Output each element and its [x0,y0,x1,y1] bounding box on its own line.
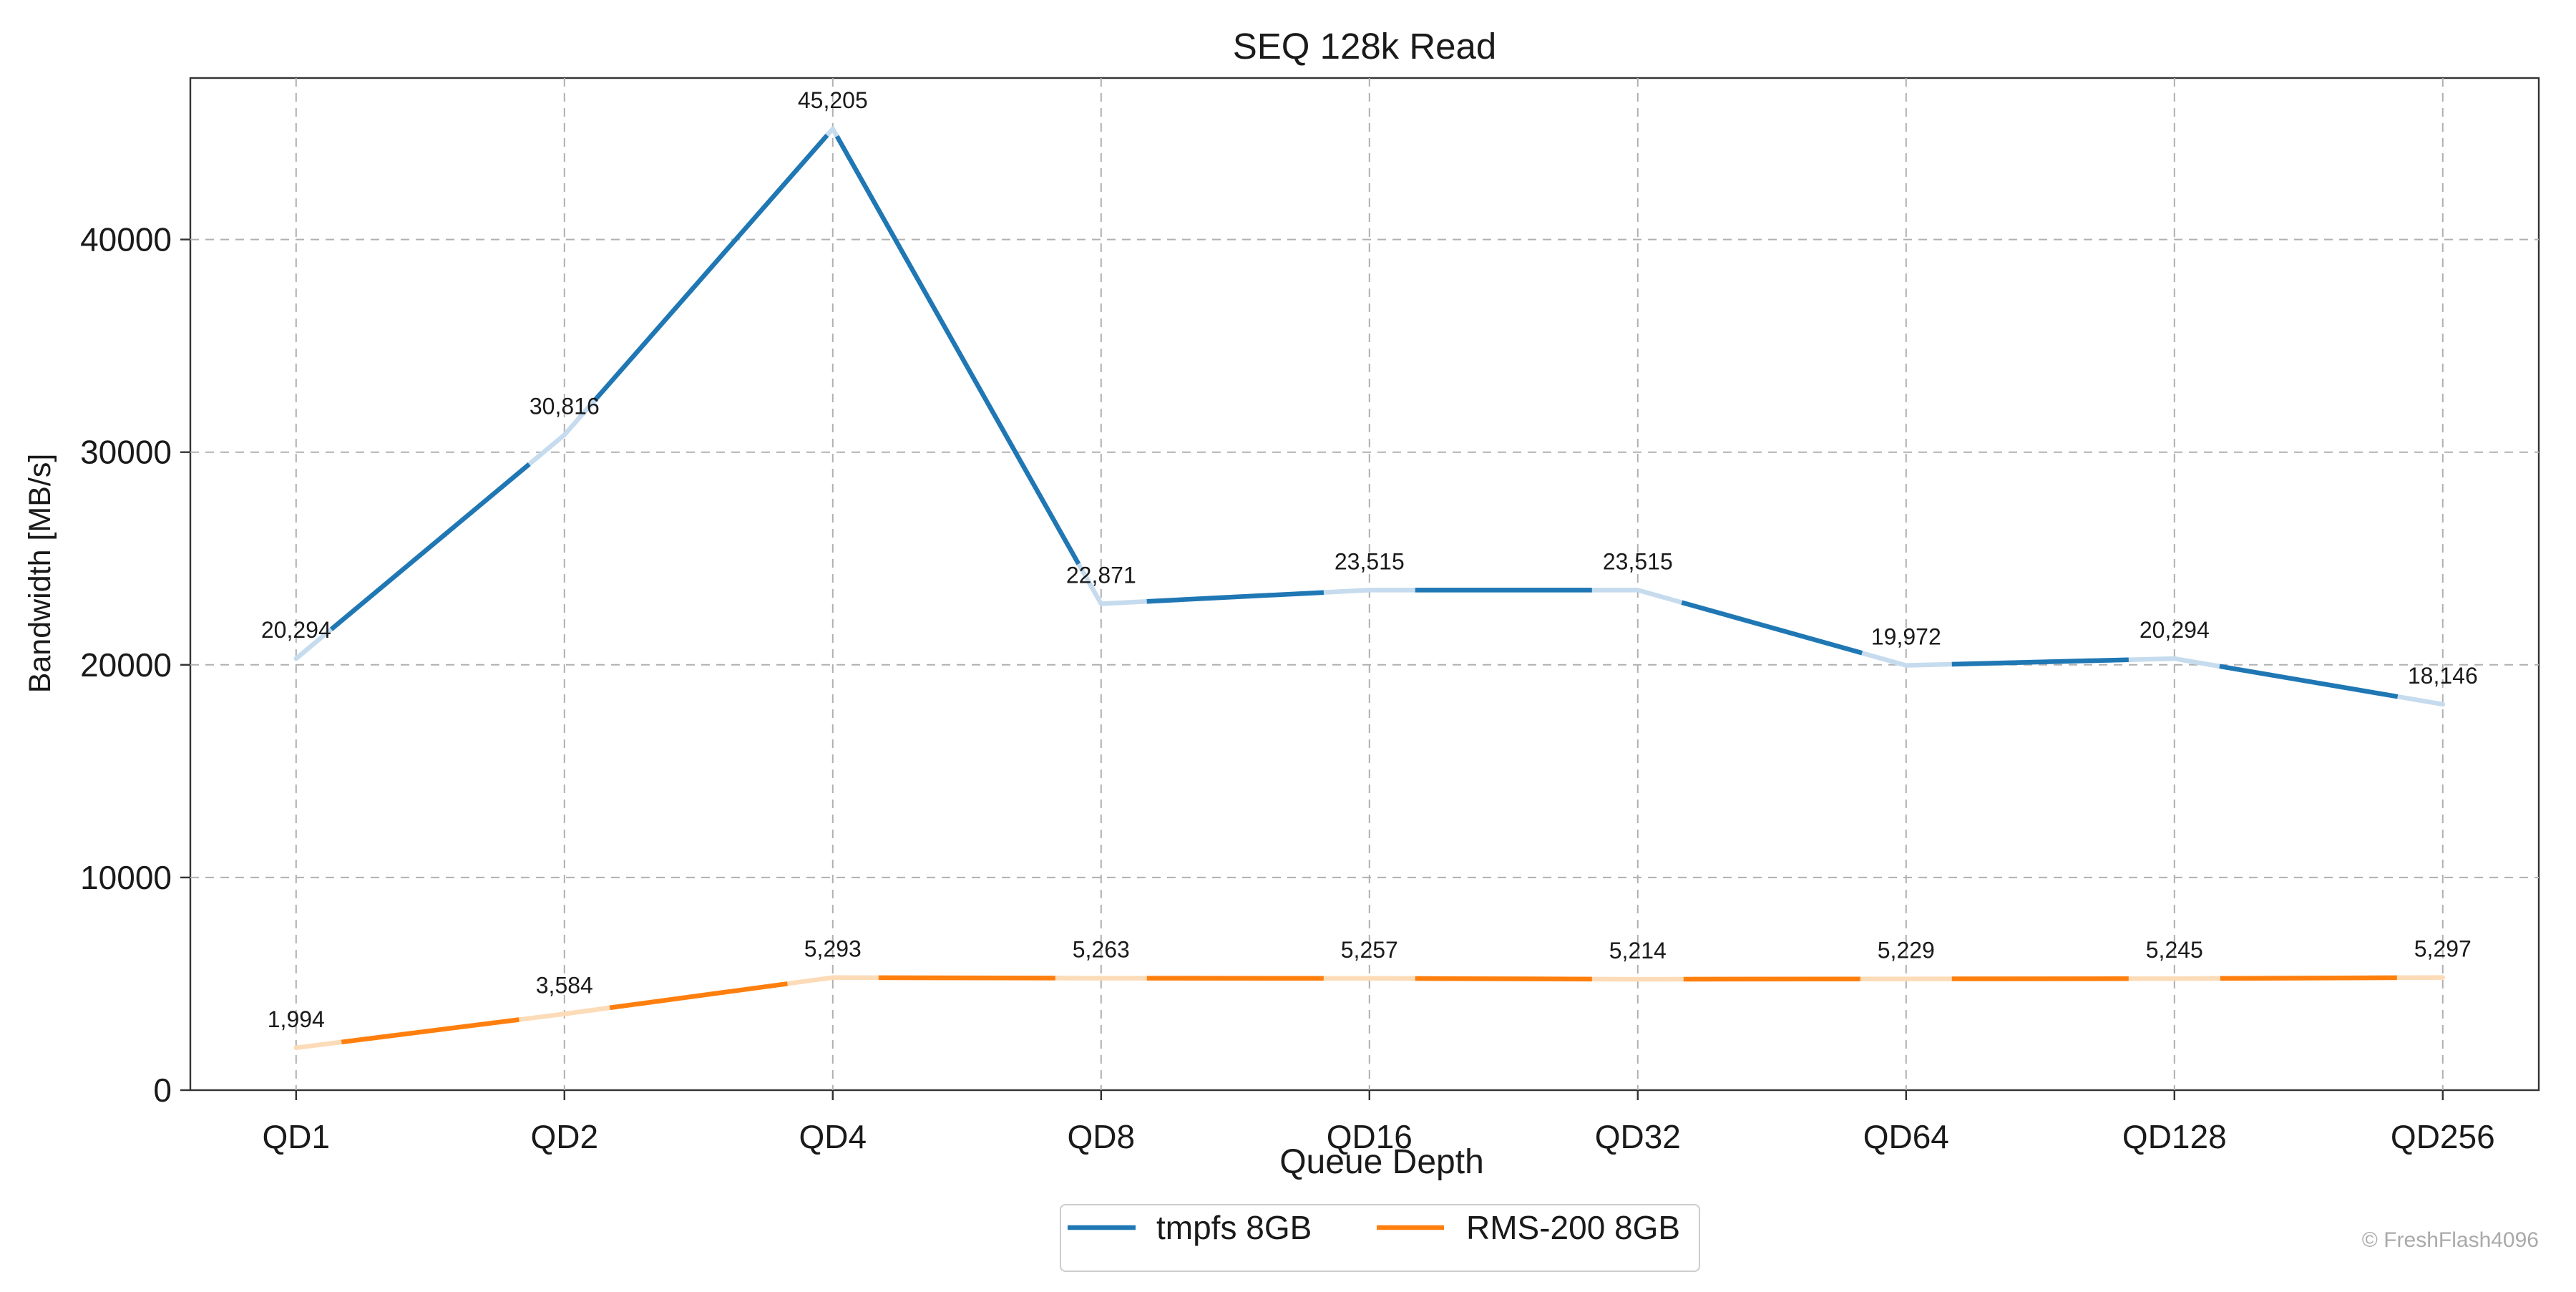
svg-text:5,229: 5,229 [1878,938,1935,963]
svg-text:1,994: 1,994 [268,1006,325,1032]
svg-text:Queue Depth: Queue Depth [1279,1143,1484,1181]
svg-text:30,816: 30,816 [530,394,600,419]
svg-text:5,257: 5,257 [1341,937,1398,963]
svg-text:18,146: 18,146 [2408,663,2478,689]
svg-text:QD8: QD8 [1068,1118,1136,1155]
svg-text:22,871: 22,871 [1066,563,1136,588]
svg-text:QD2: QD2 [531,1118,599,1155]
svg-text:QD256: QD256 [2391,1118,2495,1155]
svg-text:5,245: 5,245 [2146,937,2203,963]
svg-text:QD32: QD32 [1595,1118,1681,1155]
svg-text:45,205: 45,205 [798,87,868,113]
svg-text:QD1: QD1 [263,1118,331,1155]
svg-text:5,297: 5,297 [2414,936,2472,962]
svg-text:Bandwidth [MB/s]: Bandwidth [MB/s] [23,454,57,694]
svg-text:20000: 20000 [80,646,172,684]
svg-text:QD128: QD128 [2122,1118,2227,1155]
svg-text:3,584: 3,584 [536,973,593,999]
svg-text:20,294: 20,294 [261,617,331,643]
svg-text:40000: 40000 [80,221,172,258]
svg-text:30000: 30000 [80,434,172,471]
svg-text:tmpfs 8GB: tmpfs 8GB [1156,1209,1312,1246]
svg-text:QD64: QD64 [1863,1118,1949,1155]
svg-text:0: 0 [153,1072,172,1109]
svg-text:5,214: 5,214 [1609,938,1667,963]
svg-text:SEQ 128k Read: SEQ 128k Read [1233,26,1497,67]
svg-text:20,294: 20,294 [2140,617,2210,643]
svg-text:QD4: QD4 [799,1118,867,1155]
svg-text:RMS-200 8GB: RMS-200 8GB [1466,1209,1680,1246]
svg-text:© FreshFlash4096: © FreshFlash4096 [2362,1228,2539,1252]
svg-text:19,972: 19,972 [1871,624,1941,650]
svg-text:23,515: 23,515 [1603,548,1673,574]
svg-text:5,293: 5,293 [804,936,862,962]
svg-text:23,515: 23,515 [1335,548,1405,574]
svg-text:5,263: 5,263 [1073,937,1130,963]
svg-text:10000: 10000 [80,859,172,896]
